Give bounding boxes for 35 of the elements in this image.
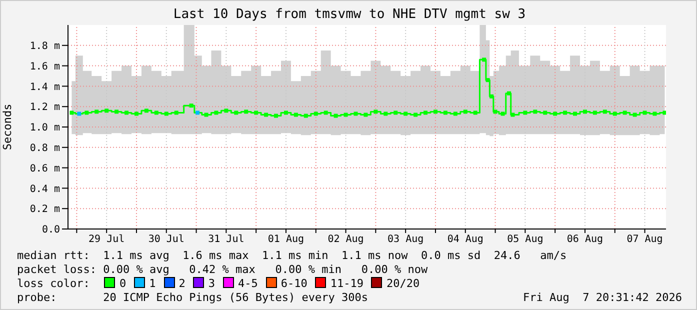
y-tick-label: 0.8 m bbox=[30, 142, 60, 154]
text: 3 bbox=[208, 277, 215, 290]
text: probe: 20 ICMP Echo Pings (56 Bytes) every 300s bbox=[17, 291, 368, 304]
x-tick-label: 29 Jul bbox=[88, 234, 125, 246]
x-tick-label: 30 Jul bbox=[148, 234, 184, 246]
y-tick-label: 1.2 m bbox=[30, 102, 60, 114]
y-tick-label: 1.4 m bbox=[30, 82, 60, 93]
text: 20/20 bbox=[386, 277, 420, 290]
text: 1 bbox=[149, 277, 156, 290]
y-tick-label: 0.0 bbox=[42, 224, 60, 236]
text: median rtt: 1.1 ms avg 1.6 ms max 1.1 ms min 1.1 ms now 0.0 ms sd 24.6 am/s bbox=[17, 249, 567, 263]
x-tick-label: 07 Aug bbox=[626, 234, 663, 246]
y-tick-label: 0.4 m bbox=[30, 184, 60, 195]
x-tick-label: 31 Jul bbox=[208, 234, 244, 246]
y-axis-title: Seconds bbox=[0, 104, 14, 150]
y-tick-label: 1.0 m bbox=[30, 122, 60, 134]
text: Fri Aug 7 20:31:42 2026 bbox=[523, 291, 682, 305]
y-tick-label: 0.2 m bbox=[30, 204, 60, 216]
x-tick-label: 04 Aug bbox=[447, 234, 484, 246]
y-tick-label: 1.6 m bbox=[30, 61, 60, 72]
text: loss color: bbox=[17, 277, 91, 290]
text: 6-10 bbox=[280, 277, 308, 290]
text: 2 bbox=[178, 277, 186, 290]
text: 11-19 bbox=[330, 277, 364, 290]
y-tick-label: 1.8 m bbox=[30, 40, 60, 52]
x-tick-label: 05 Aug bbox=[507, 234, 544, 246]
text: 0 bbox=[119, 277, 126, 290]
x-tick-label: 03 Aug bbox=[388, 234, 424, 246]
text: packet loss: 0.00 % avg 0.42 % max 0.00 % min 0.00 % now bbox=[17, 263, 429, 277]
x-tick-label: 01 Aug bbox=[268, 234, 304, 246]
x-tick-label: 06 Aug bbox=[566, 234, 604, 246]
x-tick-label: 02 Aug bbox=[328, 234, 364, 246]
chart-title: Last 10 Days from tmsvmw to NHE DTV mgmt sw 3 bbox=[172, 7, 527, 22]
y-tick-label: 0.6 m bbox=[30, 163, 60, 174]
text: 4-5 bbox=[238, 277, 258, 290]
